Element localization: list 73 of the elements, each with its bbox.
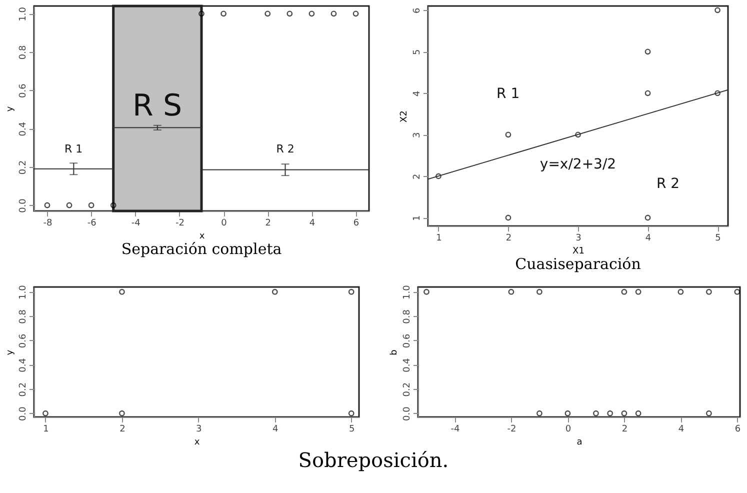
y-tick-label: 1.0 xyxy=(18,284,28,300)
x-tick-label: 4 xyxy=(678,424,684,434)
point xyxy=(644,90,651,96)
y-tick-label: 0.2 xyxy=(18,160,28,175)
point xyxy=(644,48,651,55)
point xyxy=(436,173,442,180)
x-axis-title: x xyxy=(199,232,206,242)
x-tick-label: -4 xyxy=(450,424,460,434)
y-tick-label: 0.6 xyxy=(18,334,28,348)
x-axis-title: x xyxy=(194,438,200,448)
point xyxy=(714,7,720,14)
text: Sobreposición. xyxy=(298,448,449,472)
text: Separación completa xyxy=(121,240,282,258)
y-tick-label: 1.0 xyxy=(18,6,28,22)
x-tick-label: -2 xyxy=(175,218,184,228)
x-tick-label: 3 xyxy=(576,234,582,244)
x-tick-label: -2 xyxy=(507,424,516,434)
annotation: R 2 xyxy=(276,142,294,156)
x-tick-label: 1 xyxy=(436,234,442,244)
x-tick-label: 2 xyxy=(265,218,271,228)
point xyxy=(505,214,512,221)
annotation: R 1 xyxy=(64,142,83,156)
annotation: y=x/2+3/2 xyxy=(540,156,616,172)
x-tick-label: 4 xyxy=(309,218,316,228)
x-tick-label: -6 xyxy=(87,218,97,228)
y-tick-label: 0.6 xyxy=(402,334,412,348)
x-tick-label: 0 xyxy=(565,424,572,434)
point xyxy=(644,214,651,221)
text: Cuasiseparación xyxy=(515,255,642,273)
annotation: R S xyxy=(132,88,182,124)
y-tick-label: 0.0 xyxy=(402,406,412,422)
y-axis-title: y xyxy=(6,349,16,356)
y-tick-label: 2 xyxy=(412,174,422,180)
y-axis-title: y xyxy=(6,106,16,112)
y-tick-label: 0.8 xyxy=(18,45,28,60)
annotation: R 2 xyxy=(656,176,680,192)
y-tick-label: 6 xyxy=(412,8,422,14)
x-tick-label: 2 xyxy=(622,424,628,434)
x-tick-label: 2 xyxy=(506,234,512,244)
x-tick-label: 2 xyxy=(120,424,126,434)
y-tick-label: 0.4 xyxy=(402,358,412,372)
x-tick-label: 6 xyxy=(734,424,741,434)
y-tick-label: 0.6 xyxy=(18,83,28,98)
y-tick-label: 0.8 xyxy=(18,309,28,324)
x-tick-label: 4 xyxy=(645,234,652,244)
y-tick-label: 0.2 xyxy=(18,382,28,397)
y-axis-title: X2 xyxy=(400,110,410,122)
x-tick-label: 0 xyxy=(221,218,228,228)
x-tick-label: -8 xyxy=(43,218,52,228)
point xyxy=(714,90,720,96)
y-tick-label: 5 xyxy=(412,49,422,56)
point xyxy=(505,132,512,138)
x-tick-label: 3 xyxy=(196,424,202,434)
y-tick-label: 1.0 xyxy=(402,284,412,300)
y-tick-label: 0.0 xyxy=(18,198,28,213)
x-axis-title: X1 xyxy=(572,246,584,256)
annotation: R 1 xyxy=(496,86,520,102)
y-axis-title: b xyxy=(390,349,400,356)
y-tick-label: 0.4 xyxy=(18,358,28,372)
y-tick-label: 3 xyxy=(412,132,422,138)
x-tick-label: 4 xyxy=(272,424,279,434)
y-tick-label: 0.2 xyxy=(402,382,412,397)
y-tick-label: 4 xyxy=(412,90,422,97)
y-tick-label: 0.0 xyxy=(18,406,28,422)
x-tick-label: -4 xyxy=(131,218,141,228)
y-tick-label: 0.8 xyxy=(402,309,412,324)
point xyxy=(575,132,581,138)
y-tick-label: 0.4 xyxy=(18,122,28,136)
x-tick-label: 5 xyxy=(348,424,355,434)
x-tick-label: 1 xyxy=(43,424,49,434)
x-axis-title: a xyxy=(576,438,582,448)
x-tick-label: 5 xyxy=(715,234,721,244)
x-tick-label: 6 xyxy=(353,218,360,228)
